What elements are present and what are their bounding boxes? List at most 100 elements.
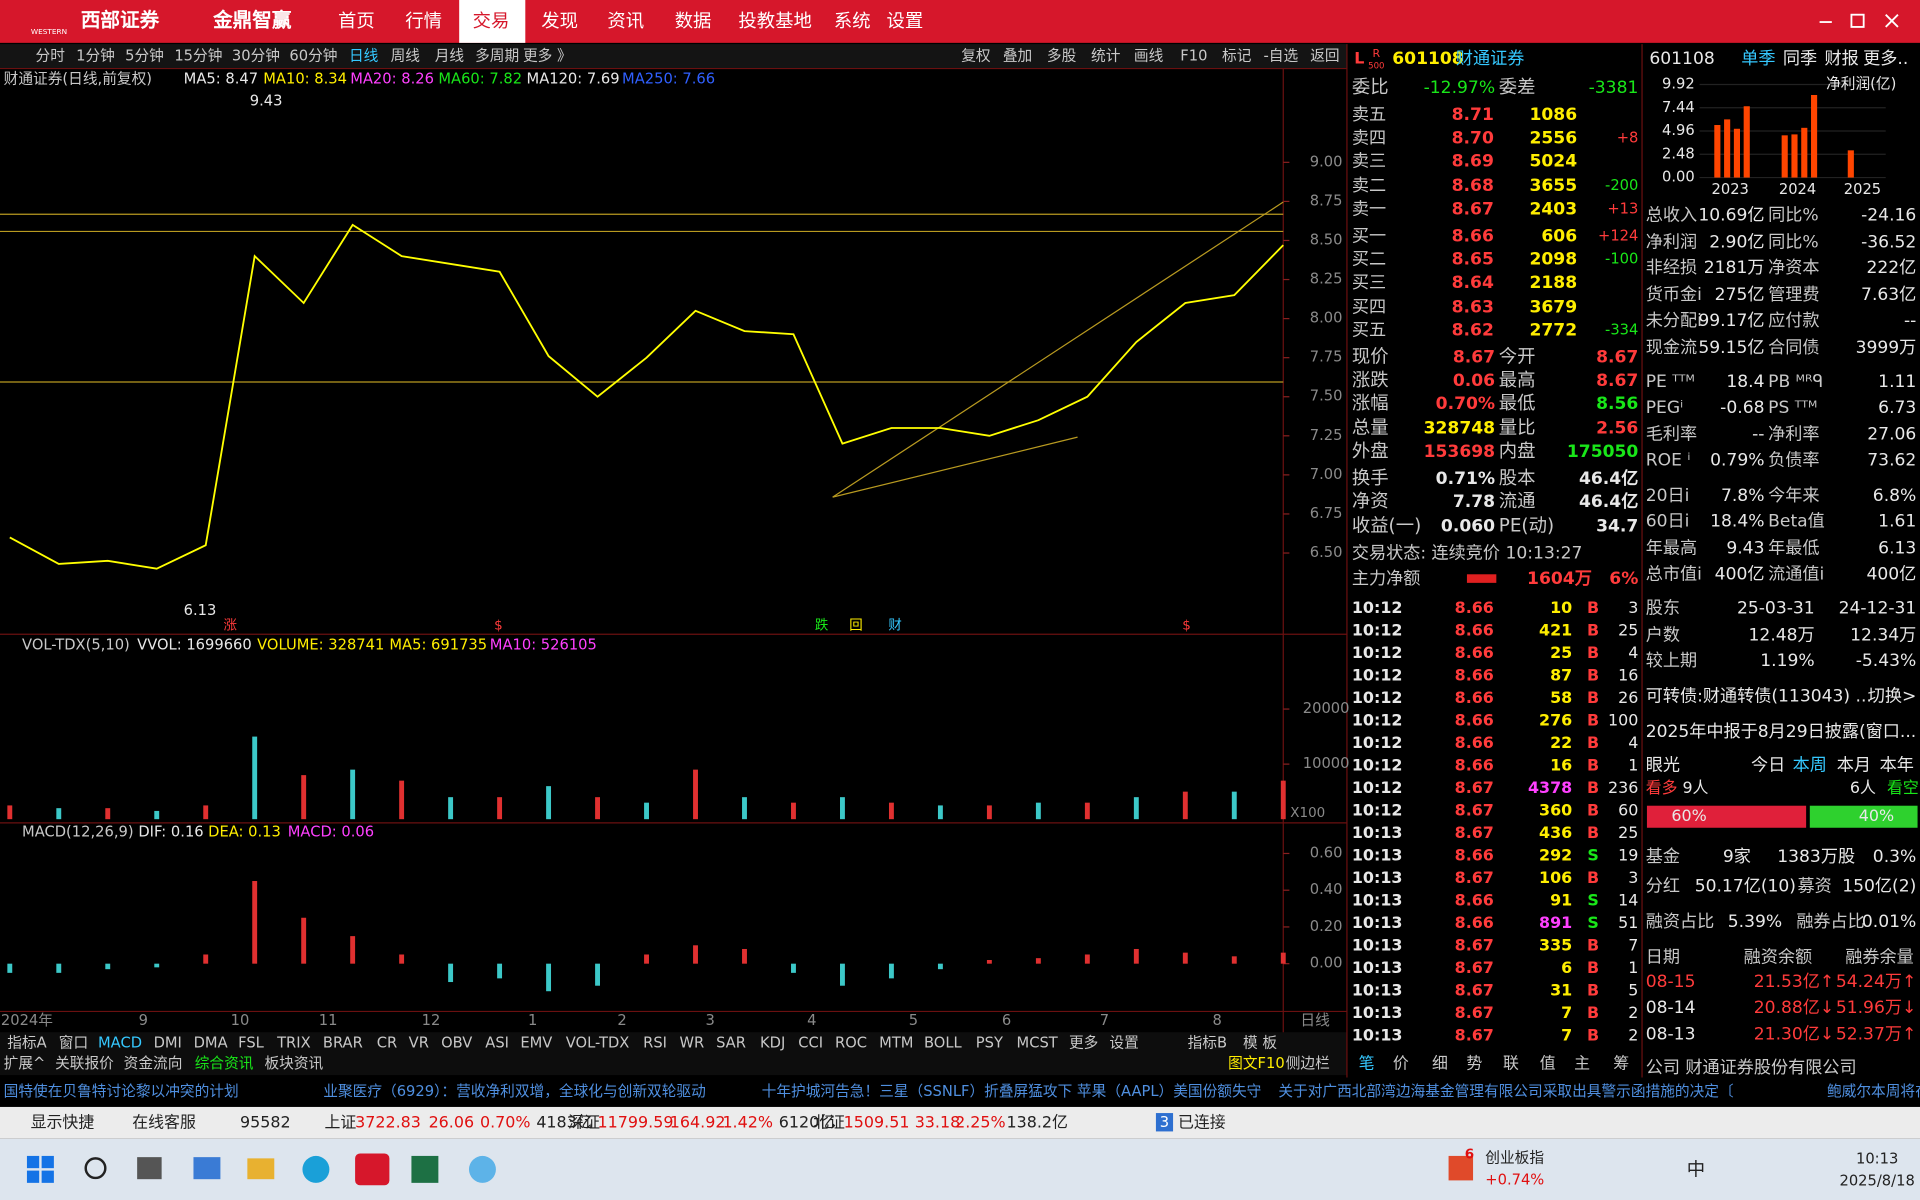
tool-button[interactable]: F10 [1180, 47, 1207, 64]
finance-tab[interactable]: 财报 [1825, 49, 1859, 69]
menu-item[interactable]: 首页 [338, 11, 375, 32]
vision-tab[interactable]: 本年 [1880, 755, 1914, 775]
vision-tab[interactable]: 今日 [1751, 755, 1785, 775]
period-tab[interactable]: 15分钟 [174, 47, 222, 64]
menu-item[interactable]: 行情 [405, 11, 442, 32]
indicator-tab[interactable]: CCI [798, 1034, 823, 1051]
tool-button[interactable]: 画线 [1134, 47, 1164, 64]
finance-tab[interactable]: 单季 [1741, 49, 1775, 69]
finance-tab[interactable]: 同季 [1783, 49, 1817, 69]
switch-link[interactable]: 切换> [1868, 687, 1917, 707]
event-marker[interactable]: 涨 [223, 618, 237, 634]
tool-button[interactable]: -自选 [1263, 47, 1298, 64]
sub-tab[interactable]: 图文F10 [1228, 1055, 1285, 1072]
indicator-tab[interactable]: BOLL [924, 1034, 963, 1051]
tool-button[interactable]: 统计 [1091, 47, 1121, 64]
detail-tab[interactable]: 笔 [1359, 1054, 1375, 1073]
indicator-tab[interactable]: BRAR [323, 1034, 363, 1051]
convertible[interactable]: 可转债:财通转债(113043) ... [1646, 687, 1872, 707]
indicator-tab[interactable]: RSI [643, 1034, 667, 1051]
detail-tab[interactable]: 主 [1574, 1054, 1590, 1073]
status-item[interactable]: 95582 [240, 1112, 291, 1131]
event-marker[interactable]: 跌 [815, 618, 829, 634]
indicator-tab[interactable]: KDJ [760, 1034, 785, 1051]
period-tab[interactable]: 分时 [36, 47, 66, 64]
indicator-tab[interactable]: EMV [520, 1034, 552, 1051]
detail-tab[interactable]: 联 [1503, 1054, 1519, 1073]
period-tab[interactable]: 日线 [349, 47, 379, 64]
indicator-tab[interactable]: MCST [1017, 1034, 1059, 1051]
news-item[interactable]: 鲍威尔本周将在杰 [1827, 1083, 1920, 1100]
indicator-tab[interactable]: 设置 [1109, 1034, 1138, 1051]
indicator-tab[interactable]: DMA [194, 1034, 228, 1051]
event-marker[interactable]: $ [1182, 619, 1191, 634]
period-tab[interactable]: 更多 》 [523, 47, 572, 64]
sub-tab[interactable]: 关联报价 [55, 1055, 114, 1072]
indicator-tab[interactable]: TRIX [276, 1034, 311, 1051]
indicator-tab[interactable]: ROC [835, 1034, 867, 1051]
menu-item[interactable]: 交易 [473, 11, 510, 32]
indicator-tab[interactable]: WR [679, 1034, 704, 1051]
event-marker[interactable]: 回 [849, 619, 862, 634]
widget-title[interactable]: 创业板指 [1485, 1148, 1544, 1166]
indicator-tab[interactable]: 指标B [1188, 1034, 1227, 1051]
period-tab[interactable]: 60分钟 [289, 47, 337, 64]
ime[interactable]: 中 [1687, 1160, 1705, 1181]
indicator-tab[interactable]: VOL-TDX [566, 1034, 630, 1051]
period-tab[interactable]: 周线 [391, 47, 421, 64]
menu-item[interactable]: 投教基地 [738, 11, 811, 32]
tool-button[interactable]: 标记 [1222, 47, 1252, 64]
indicator-tab[interactable]: VR [409, 1034, 429, 1051]
detail-tab[interactable]: 筹 [1613, 1054, 1629, 1073]
sub-tab[interactable]: 综合资讯 [195, 1055, 254, 1072]
indicator-tab[interactable]: 更多 [1069, 1034, 1098, 1051]
status-item[interactable]: 在线客服 [132, 1112, 196, 1131]
period-tab[interactable]: 月线 [435, 47, 465, 64]
period-tab[interactable]: 5分钟 [125, 47, 164, 64]
tool-button[interactable]: 多股 [1047, 47, 1077, 64]
detail-tab[interactable]: 值 [1540, 1054, 1556, 1073]
indicator-tab[interactable]: ASI [485, 1034, 509, 1051]
indicator-tab[interactable]: MTM [879, 1034, 913, 1051]
taskbar-icons[interactable] [26, 1113, 1474, 1186]
vision-tab[interactable]: 本月 [1837, 755, 1871, 775]
sub-tab[interactable]: 资金流向 [124, 1055, 183, 1072]
finance-tab[interactable]: 更多.. [1863, 49, 1908, 69]
menu-item[interactable]: 发现 [541, 11, 578, 32]
tool-button[interactable]: 复权 [961, 46, 991, 64]
menu-item[interactable]: 设置 [887, 11, 924, 32]
period-tab[interactable]: 30分钟 [232, 47, 280, 64]
menu-item[interactable]: 资讯 [607, 11, 644, 32]
event-marker[interactable]: $ [494, 619, 503, 634]
window-controls[interactable] [1819, 13, 1899, 28]
news-item[interactable]: 业聚医疗（6929）：营收净利双增，全球化与创新双轮驱动 [323, 1082, 706, 1100]
indicator-tab[interactable]: SAR [716, 1034, 746, 1051]
indicator-tab[interactable]: 模 板 [1243, 1033, 1277, 1051]
event-marker[interactable]: 财 [888, 618, 901, 634]
menu-item[interactable]: 系统 [834, 11, 871, 32]
detail-tab[interactable]: 势 [1466, 1054, 1482, 1073]
sub-tab[interactable]: 侧边栏 [1286, 1055, 1330, 1072]
menu-item[interactable]: 数据 [675, 11, 712, 32]
vision-tab[interactable]: 本周 [1793, 755, 1827, 775]
detail-tab[interactable]: 细 [1432, 1054, 1448, 1073]
period-tab[interactable]: 多周期 [475, 47, 519, 64]
tool-button[interactable]: 叠加 [1003, 47, 1032, 64]
indicator-tab[interactable]: DMI [154, 1034, 182, 1051]
indicator-tab[interactable]: 窗口 [59, 1033, 88, 1051]
sub-tab[interactable]: 板块资讯 [264, 1054, 323, 1072]
indicator-tab[interactable]: OBV [441, 1034, 472, 1051]
indicator-tab[interactable]: MACD [98, 1034, 142, 1051]
indicator-tab[interactable]: CR [377, 1034, 397, 1051]
news-item[interactable]: 关于对广西北部湾边海基金管理有限公司采取出具警示函措施的决定〔 [1278, 1083, 1734, 1100]
indicator-tab[interactable]: FSL [238, 1034, 265, 1051]
status-item[interactable]: 显示快捷 [31, 1112, 95, 1131]
news-item[interactable]: 十年护城河告急！三星（SSNLF）折叠屏猛攻下 苹果（AAPL）美国份额失守 [762, 1083, 1262, 1100]
news-item[interactable]: 国特使在贝鲁特讨论黎以冲突的计划 [4, 1083, 239, 1100]
tool-button[interactable]: 返回 [1310, 47, 1339, 64]
detail-tab[interactable]: 价 [1393, 1054, 1409, 1073]
sub-tab[interactable]: 扩展^ [4, 1055, 46, 1072]
indicator-tab[interactable]: PSY [976, 1034, 1003, 1051]
indicator-tab[interactable]: 指标A [7, 1034, 46, 1051]
period-tab[interactable]: 1分钟 [76, 47, 115, 64]
